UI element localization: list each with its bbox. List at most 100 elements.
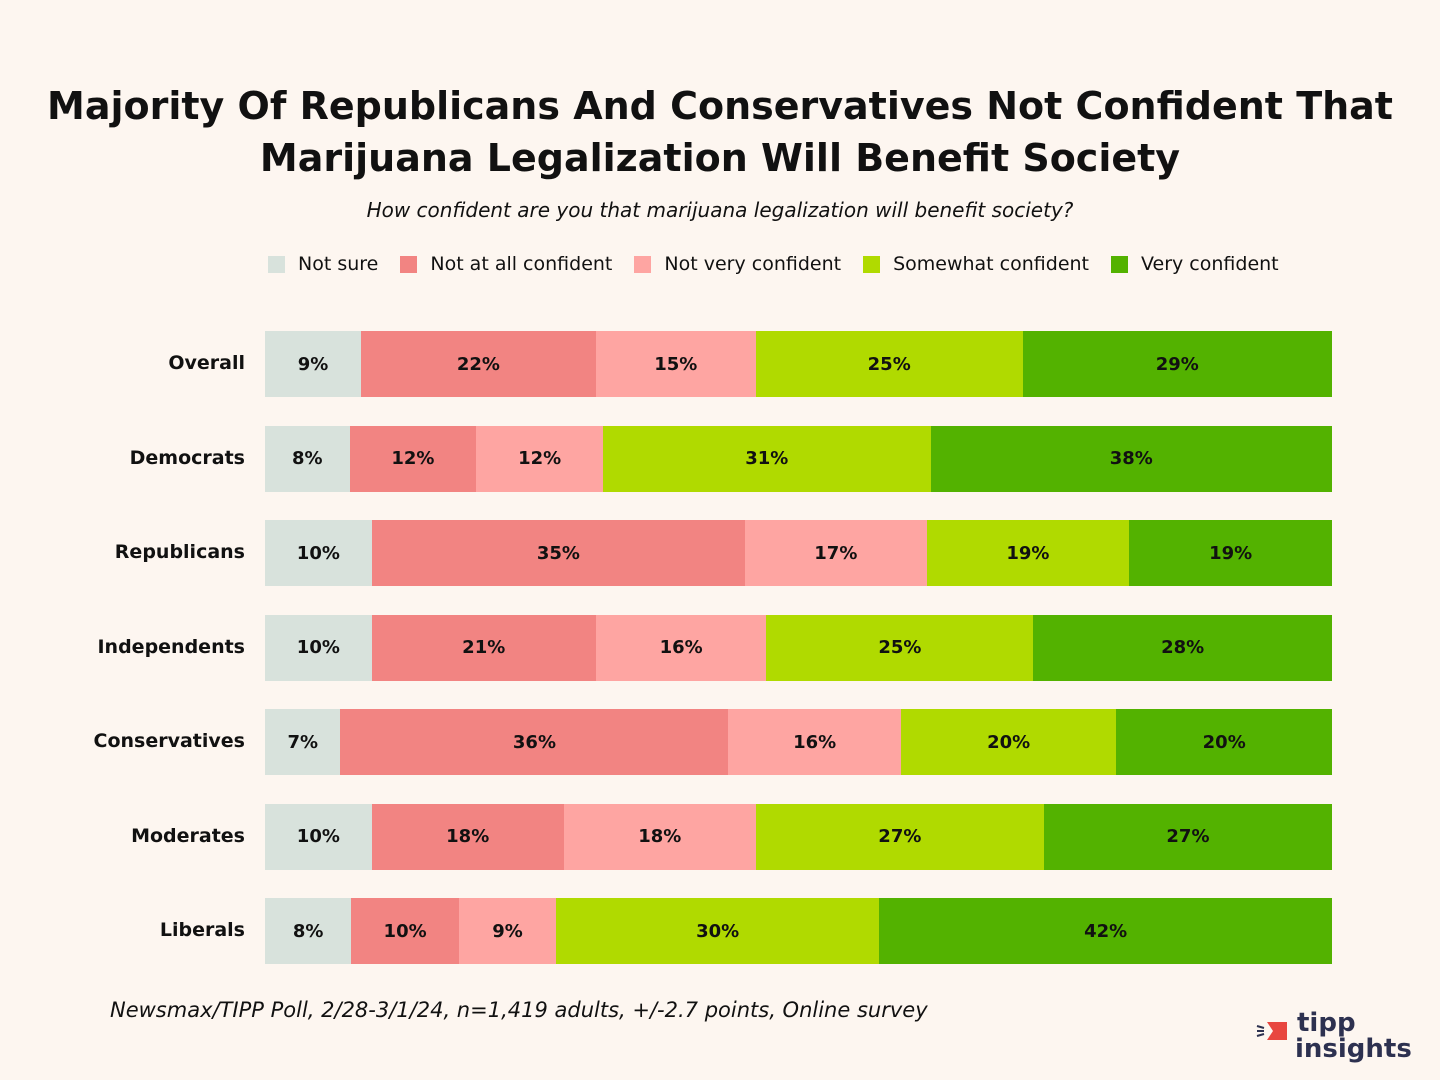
bar-segment: 18% <box>371 803 564 870</box>
chart-subtitle: How confident are you that marijuana leg… <box>366 198 1074 222</box>
chart-title: Majority Of Republicans And Conservative… <box>0 80 1440 184</box>
bar-segment: 19% <box>926 520 1130 586</box>
data-label: 17% <box>814 542 858 564</box>
data-label: 10% <box>296 542 340 564</box>
data-label: 10% <box>296 826 340 847</box>
bar-segment: 9% <box>265 331 362 397</box>
legend-item: Very confident <box>1111 253 1279 275</box>
data-label: 16% <box>659 637 703 658</box>
logo-flag-icon <box>1256 1022 1287 1040</box>
bar-segment: 9% <box>459 898 556 964</box>
data-label: 18% <box>638 826 682 847</box>
data-label: 10% <box>383 920 427 942</box>
data-label: 15% <box>654 353 698 375</box>
category-label: Republicans <box>114 541 245 563</box>
bar-segment: 27% <box>1043 803 1332 870</box>
category-label: Overall <box>168 352 245 374</box>
data-label: 27% <box>1166 826 1210 847</box>
data-label: 9% <box>492 920 523 942</box>
bar-segment: 28% <box>1033 614 1332 681</box>
legend-label: Not very confident <box>664 253 842 275</box>
category-label: Democrats <box>129 446 245 469</box>
data-label: 19% <box>1209 542 1253 564</box>
data-label: 9% <box>297 353 329 375</box>
bar-segment: 36% <box>340 709 729 775</box>
bar-segment: 21% <box>371 614 596 681</box>
chart-title-line-1: Majority Of Republicans And Conservative… <box>47 84 1393 128</box>
source-note: Newsmax/TIPP Poll, 2/28-3/1/24, n=1,419 … <box>110 998 928 1022</box>
data-label: 31% <box>745 448 789 469</box>
legend-label: Very confident <box>1141 253 1279 275</box>
bar-segment: 35% <box>371 520 746 586</box>
bar-segment: 12% <box>349 425 477 492</box>
legend-swatch <box>268 255 285 273</box>
data-label: 42% <box>1084 920 1128 942</box>
legend-swatch <box>1111 255 1128 273</box>
data-label: 28% <box>1161 637 1205 658</box>
data-label: 7% <box>287 731 318 753</box>
legend-item: Not sure <box>268 253 378 275</box>
data-label: 18% <box>446 826 490 847</box>
bar-segment: 20% <box>900 709 1117 775</box>
data-label: 12% <box>518 448 562 469</box>
legend-swatch <box>634 255 652 273</box>
data-label: 8% <box>291 448 323 469</box>
bar-segment: 10% <box>265 520 372 586</box>
data-label: 25% <box>867 353 911 375</box>
bar-segment: 22% <box>361 331 596 397</box>
bar-segment: 15% <box>595 331 756 397</box>
bar-segment: 12% <box>476 425 604 492</box>
bar-segment: 17% <box>745 520 927 586</box>
bar-segment: 29% <box>1022 331 1332 397</box>
bar-segment: 10% <box>265 803 372 870</box>
bar-segment: 31% <box>603 425 931 492</box>
category-label: Liberals <box>159 919 245 941</box>
logo-text-line-1: tipp <box>1297 1008 1356 1038</box>
data-label: 25% <box>878 637 922 658</box>
bar-segment: 19% <box>1129 520 1332 586</box>
data-label: 35% <box>536 542 580 564</box>
legend-item: Not at all confident <box>400 253 612 275</box>
data-label: 20% <box>1202 731 1246 753</box>
bar-segment: 30% <box>556 898 880 964</box>
legend-swatch <box>863 255 881 273</box>
data-label: 8% <box>292 920 324 942</box>
legend-label: Not sure <box>298 253 379 275</box>
bar-segment: 16% <box>728 709 901 775</box>
data-label: 20% <box>987 731 1031 753</box>
legend-label: Somewhat confident <box>893 253 1089 275</box>
bar-segment: 25% <box>766 614 1034 681</box>
legend-label: Not at all confident <box>430 253 613 275</box>
data-label: 19% <box>1006 542 1050 564</box>
legend: Not sure Not at all confident Not very con… <box>268 253 1301 275</box>
legend-item: Somewhat confident <box>863 253 1089 275</box>
bar-segment: 38% <box>930 425 1332 492</box>
data-label: 22% <box>456 353 500 375</box>
logo-text: tipp insights <box>1295 1008 1412 1062</box>
data-label: 29% <box>1155 353 1199 375</box>
category-label: Conservatives <box>93 730 245 752</box>
legend-swatch <box>400 255 418 273</box>
category-label: Independents <box>97 635 245 658</box>
data-label: 36% <box>512 731 556 753</box>
data-label: 30% <box>696 920 740 942</box>
chart-title-line-2: Marijuana Legalization Will Benefit Soci… <box>259 136 1181 180</box>
data-label: 27% <box>878 826 922 847</box>
bar-segment: 16% <box>595 614 767 681</box>
tipp-insights-logo: tipp insights <box>1255 1010 1415 1064</box>
bar-segment: 42% <box>879 898 1332 964</box>
data-label: 10% <box>296 637 340 658</box>
bar-segment: 20% <box>1116 709 1332 775</box>
bar-segment: 7% <box>265 709 341 775</box>
bar-segment: 18% <box>563 803 756 870</box>
bar-segment: 10% <box>351 898 459 964</box>
data-label: 16% <box>793 731 837 753</box>
category-label: Moderates <box>131 824 245 847</box>
bar-segment: 27% <box>755 803 1044 870</box>
legend-item: Not very confident <box>634 253 841 275</box>
bar-segment: 25% <box>755 331 1023 397</box>
data-label: 38% <box>1109 448 1153 469</box>
bar-segment: 8% <box>265 425 350 492</box>
bar-segment: 10% <box>265 614 372 681</box>
